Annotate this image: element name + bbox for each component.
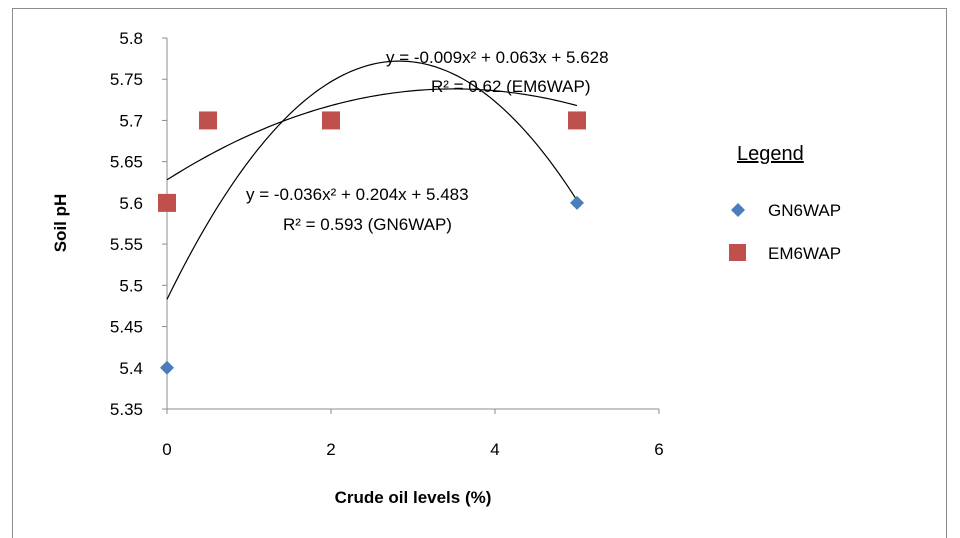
- y-tick-group: 5.35 5.4 5.45 5.5 5.55 5.6 5.65 5.7 5.75 5.8: [110, 29, 167, 419]
- data-point-gn6wap: [160, 360, 174, 375]
- legend-label-gn6wap: GN6WAP: [768, 201, 841, 220]
- y-tick-label: 5.45: [110, 318, 143, 337]
- x-tick-group: 0 2 4 6: [162, 409, 664, 459]
- axes: [166, 38, 659, 410]
- x-axis-title: Crude oil levels (%): [335, 488, 492, 507]
- legend-label-em6wap: EM6WAP: [768, 244, 841, 263]
- em-r2-label: R² = 0.62 (EM6WAP): [431, 77, 591, 96]
- data-point-em6wap: [199, 111, 217, 130]
- y-tick-label: 5.35: [110, 400, 143, 419]
- y-tick-label: 5.7: [119, 111, 143, 130]
- y-tick-label: 5.8: [119, 29, 143, 48]
- y-tick-label: 5.75: [110, 70, 143, 89]
- y-tick-label: 5.4: [119, 359, 143, 378]
- legend: Legend GN6WAP EM6WAP: [729, 143, 841, 263]
- data-point-gn6wap: [570, 195, 584, 210]
- x-tick-label: 4: [490, 440, 499, 459]
- y-tick-label: 5.55: [110, 235, 143, 254]
- legend-square-marker: [729, 244, 746, 261]
- gn-equation-label: y = -0.036x² + 0.204x + 5.483: [246, 185, 469, 204]
- trendline-em6wap: [166, 88, 578, 181]
- data-point-em6wap: [568, 111, 586, 130]
- legend-diamond-marker: [731, 203, 745, 217]
- em-equation-label: y = -0.009x² + 0.063x + 5.628: [386, 48, 609, 67]
- data-point-em6wap: [322, 111, 340, 130]
- chart-frame: [12, 8, 947, 538]
- legend-title: Legend: [737, 143, 804, 165]
- data-point-em6wap: [158, 193, 176, 212]
- y-tick-label: 5.5: [119, 276, 143, 295]
- y-tick-label: 5.65: [110, 153, 143, 172]
- data-point-group: [158, 111, 586, 375]
- y-axis-title: Soil pH: [51, 194, 70, 253]
- x-tick-label: 6: [654, 440, 663, 459]
- x-tick-label: 2: [326, 440, 335, 459]
- gn-r2-label: R² = 0.593 (GN6WAP): [283, 215, 452, 234]
- trendline-gn6wap: [166, 60, 578, 300]
- x-tick-label: 0: [162, 440, 171, 459]
- y-tick-label: 5.6: [119, 194, 143, 213]
- trendline-group: [166, 60, 578, 300]
